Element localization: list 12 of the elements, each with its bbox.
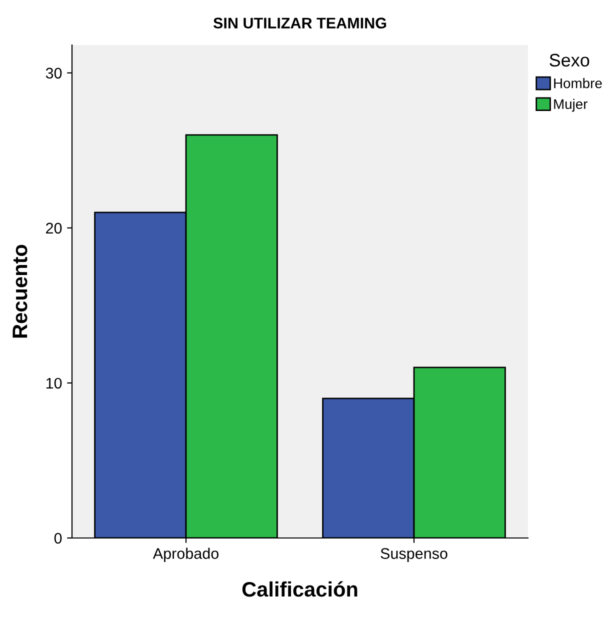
legend-label: Hombre: [554, 78, 602, 88]
x-axis-title: Calificación: [242, 581, 358, 597]
legend-title: Sexo: [550, 54, 590, 67]
chart-title: SIN UTILIZAR TEAMING: [213, 18, 386, 28]
y-tick-label: 30: [46, 68, 62, 79]
y-tick-label: 20: [46, 222, 62, 234]
x-tick-label: Suspenso: [380, 548, 448, 562]
y-tick-label: 0: [54, 532, 62, 544]
legend-label: Mujer: [554, 98, 588, 112]
y-axis-title: Recuento: [12, 244, 28, 338]
x-tick-label: Aprobado: [152, 548, 218, 562]
y-tick-label: 10: [46, 378, 62, 389]
